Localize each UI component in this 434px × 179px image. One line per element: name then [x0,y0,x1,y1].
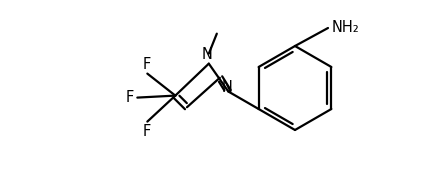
Text: F: F [126,90,134,105]
Text: N: N [201,47,212,62]
Text: F: F [142,124,150,139]
Text: NH₂: NH₂ [331,20,359,35]
Text: F: F [142,57,150,72]
Text: N: N [221,80,232,95]
